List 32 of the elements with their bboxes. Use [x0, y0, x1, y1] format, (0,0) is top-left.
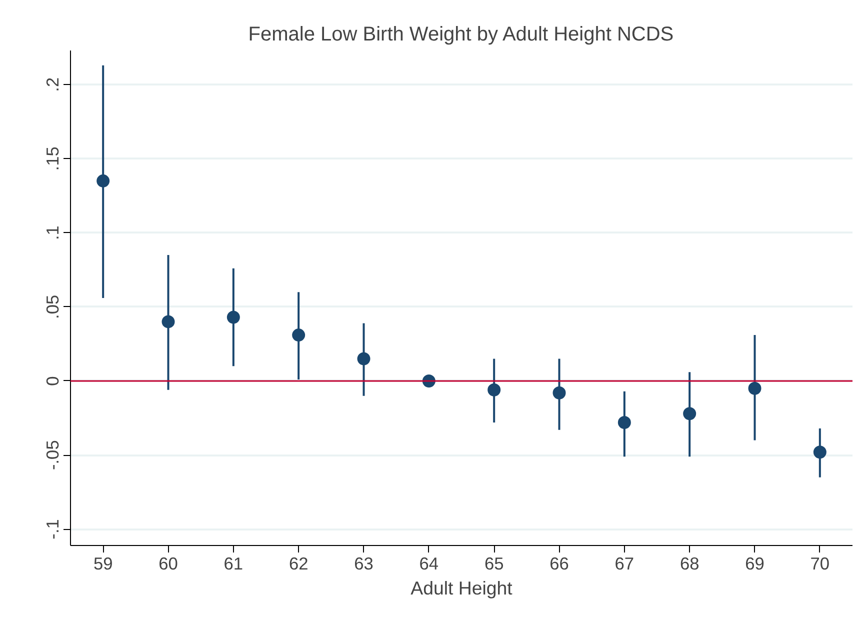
x-tick-label: 62 — [288, 554, 308, 574]
x-tick-label: 68 — [680, 554, 700, 574]
x-tick-label: 61 — [224, 554, 244, 574]
point — [748, 382, 762, 395]
point — [226, 310, 240, 324]
y-tick-label: .2 — [42, 77, 62, 92]
x-axis-title: Adult Height — [410, 578, 514, 598]
y-tick-label: -.1 — [42, 519, 62, 540]
x-tick-label: 64 — [419, 554, 439, 574]
point — [618, 416, 631, 429]
point — [552, 386, 566, 400]
x-tick-label: 69 — [745, 554, 764, 574]
y-tick-label: .05 — [42, 294, 62, 319]
point — [683, 407, 696, 420]
y-tick-label: 0 — [42, 376, 62, 386]
point — [96, 174, 110, 188]
y-tick-label: -.05 — [42, 440, 62, 470]
x-tick-label: 70 — [810, 554, 830, 574]
point — [357, 352, 370, 366]
y-tick-label: .1 — [42, 226, 62, 240]
point — [162, 315, 175, 328]
x-tick-label: 66 — [550, 554, 569, 574]
point — [488, 383, 501, 396]
point — [292, 328, 306, 342]
x-tick-label: 63 — [354, 554, 374, 574]
x-tick-label: 65 — [484, 554, 504, 574]
x-tick-label: 59 — [93, 554, 113, 574]
point — [813, 446, 826, 459]
x-tick-label: 67 — [614, 554, 634, 574]
chart-title: Female Low Birth Weight by Adult Height NCDS — [248, 24, 674, 46]
y-tick-label: .15 — [42, 146, 62, 171]
x-tick-label: 60 — [158, 554, 178, 574]
